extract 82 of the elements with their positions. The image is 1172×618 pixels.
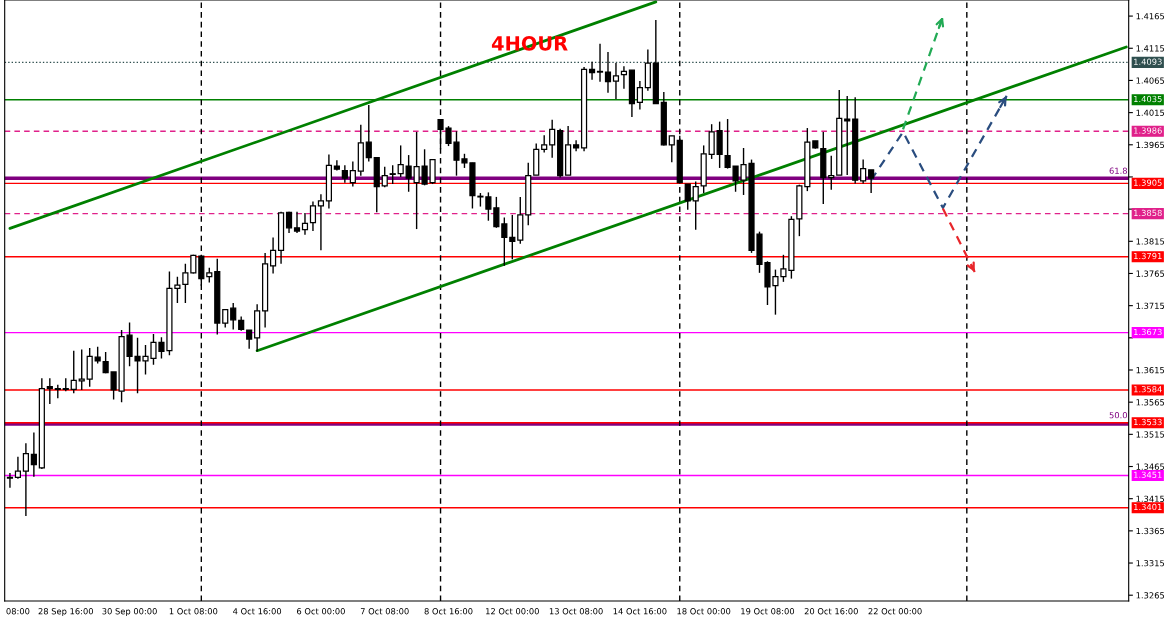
ref-line-label: 1.3905: [1134, 179, 1162, 186]
candlestick: [716, 120, 723, 169]
candlestick: [708, 123, 715, 160]
ref-line-label: 1.4093: [1134, 58, 1162, 65]
ref-line-label: 1.4035: [1134, 95, 1162, 103]
candlestick: [22, 442, 29, 517]
candlestick: [549, 118, 556, 159]
y-tick-label: 1.4065: [1136, 77, 1165, 84]
candlestick: [397, 144, 404, 178]
x-tick-label: 18 Oct 00:00: [677, 608, 731, 615]
y-tick-label: 1.3765: [1136, 270, 1165, 277]
x-tick-label: 12 Oct 00:00: [486, 608, 539, 615]
candlestick: [501, 216, 508, 267]
y-tick-label: 1.3965: [1136, 141, 1165, 149]
ref-line-label: 1.3673: [1134, 328, 1162, 336]
candlestick: [222, 308, 229, 329]
candlestick: [349, 160, 356, 188]
candlestick: [692, 180, 699, 231]
candlestick: [269, 236, 277, 275]
candlestick: [230, 302, 237, 331]
candlestick: [86, 347, 93, 388]
y-tick-label: 1.3615: [1136, 366, 1165, 374]
ref-line-label: 1.3791: [1134, 252, 1162, 260]
ref-line-label: 1.3858: [1134, 209, 1162, 217]
candlestick: [509, 214, 516, 261]
x-tick-label: 4 Oct 16:00: [233, 608, 282, 615]
y-tick-label: 1.3365: [1136, 527, 1165, 535]
y-tick-label: 1.3815: [1136, 238, 1165, 245]
x-tick-label: 14 Oct 16:00: [613, 608, 667, 615]
ref-line-label: 1.3986: [1134, 127, 1162, 134]
candlestick: [301, 212, 309, 236]
x-tick-label: 8 Oct 16:00: [424, 608, 473, 615]
annotation: 50.0: [1109, 412, 1128, 419]
candlestick: [844, 95, 851, 176]
x-tick-label: 08:00: [6, 608, 30, 615]
candlestick: [70, 349, 77, 394]
y-tick-label: 1.4015: [1136, 109, 1165, 116]
x-tick-label: 20 Oct 16:00: [804, 608, 858, 615]
y-tick-label: 1.4115: [1136, 45, 1165, 52]
candlestick: [684, 183, 691, 211]
candlestick: [668, 135, 675, 163]
candlestick: [6, 472, 14, 489]
y-tick-label: 1.4165: [1136, 13, 1165, 20]
ref-line-label: 1.3584: [1134, 386, 1162, 393]
x-tick-label: 30 Sep 00:00: [102, 608, 157, 617]
candlestick: [317, 193, 325, 252]
candlestick: [636, 80, 643, 111]
x-tick-label: 1 Oct 08:00: [169, 608, 218, 615]
candlestick: [246, 329, 253, 350]
y-tick-label: 1.3515: [1136, 431, 1165, 438]
ref-line-label: 1.3533: [1134, 418, 1162, 426]
candlestick: [828, 155, 835, 191]
candlestick: [588, 61, 596, 81]
y-tick-label: 1.3715: [1136, 302, 1165, 309]
candlestick: [365, 104, 372, 163]
candlestick: [868, 169, 875, 194]
candlestick: [612, 62, 620, 100]
candlestick: [46, 377, 53, 405]
candlestick: [293, 211, 301, 234]
x-tick-label: 22 Oct 00:00: [868, 608, 922, 615]
x-tick-label: 28 Sep 16:00: [38, 608, 94, 617]
ref-line-label: 1.3401: [1134, 503, 1162, 511]
x-tick-label: 13 Oct 08:00: [549, 608, 603, 615]
x-tick-label: 7 Oct 08:00: [360, 608, 409, 615]
y-tick-label: 1.3265: [1136, 592, 1165, 599]
candlestick: [620, 65, 628, 90]
candlestick: [604, 51, 612, 94]
y-tick-label: 1.3465: [1136, 463, 1165, 470]
candlestick: [78, 348, 85, 391]
candlestick: [309, 200, 317, 232]
y-tick-label: 1.3565: [1136, 399, 1165, 406]
x-tick-label: 19 Oct 08:00: [741, 608, 795, 615]
x-tick-label: 6 Oct 00:00: [297, 608, 345, 615]
candlestick: [14, 456, 22, 480]
candlestick: [30, 431, 37, 478]
annotation: 61.8: [1109, 167, 1127, 174]
candlestick: [860, 158, 867, 185]
candlestick: [596, 43, 604, 83]
ref-line-label: 1.3451: [1134, 471, 1162, 478]
y-tick-label: 1.3315: [1136, 560, 1165, 567]
y-tick-label: 1.3415: [1136, 495, 1165, 502]
candlestick: [389, 164, 396, 185]
